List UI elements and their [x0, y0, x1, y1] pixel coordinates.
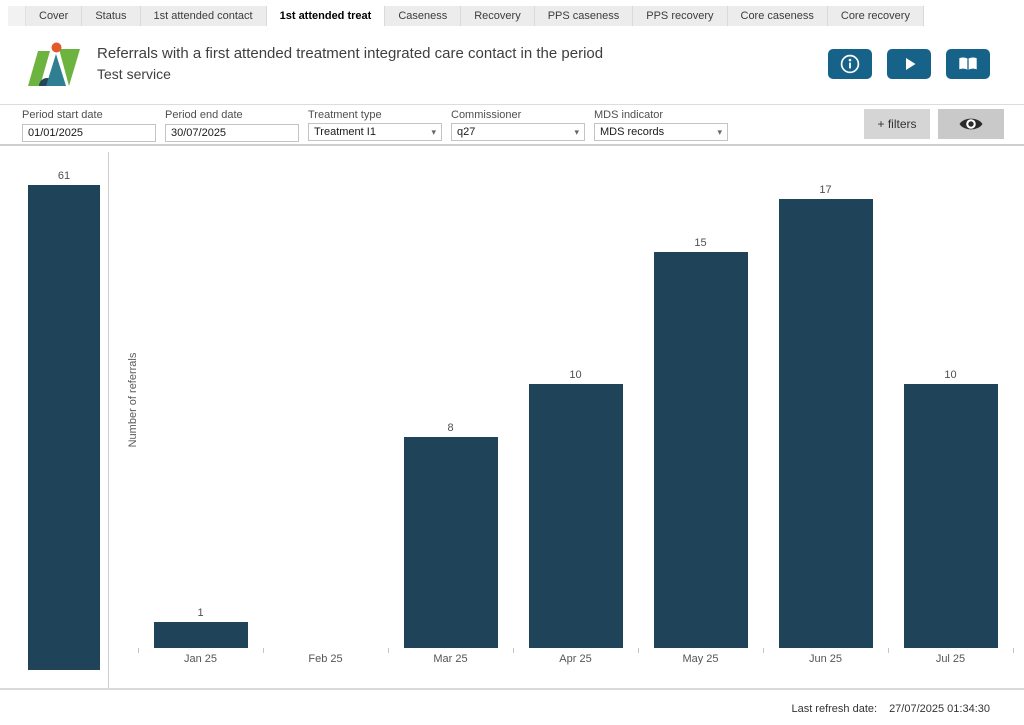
chevron-down-icon: ▾	[717, 126, 722, 137]
period-end-date-input[interactable]	[165, 124, 299, 142]
axis-tick	[263, 648, 264, 653]
tab-core-recovery[interactable]: Core recovery	[827, 6, 924, 26]
x-axis-label-feb-25: Feb 25	[308, 653, 343, 665]
chevron-down-icon: ▾	[574, 126, 579, 137]
last-refresh: Last refresh date: 27/07/2025 01:34:30	[791, 703, 990, 715]
total-referrals-bar[interactable]	[28, 185, 100, 670]
filter-field-period-end-date: Period end date	[165, 109, 299, 142]
tab-caseness[interactable]: Caseness	[385, 6, 462, 26]
chart-slot-may-25: 15	[638, 150, 763, 648]
info-icon	[840, 54, 860, 74]
x-axis-tick-row	[138, 648, 1014, 653]
y-axis-line	[108, 152, 109, 690]
last-refresh-label: Last refresh date:	[791, 703, 878, 715]
chart-slot-apr-25: 10	[513, 150, 638, 648]
filter-label: Period end date	[165, 109, 243, 121]
info-button[interactable]	[828, 49, 872, 79]
bar-apr-25[interactable]	[528, 384, 623, 648]
commissioner-select[interactable]: q27 ▾	[451, 123, 585, 141]
x-axis-label-apr-25: Apr 25	[559, 653, 592, 665]
bar-jun-25[interactable]	[778, 199, 873, 648]
play-icon	[906, 58, 916, 70]
x-axis-label-may-25: May 25	[682, 653, 719, 665]
tab-pps-recovery[interactable]: PPS recovery	[633, 6, 728, 26]
filter-bar: Period start date Period end date Treatmen…	[0, 104, 1024, 146]
axis-tick	[1013, 648, 1014, 653]
play-button[interactable]	[887, 49, 931, 79]
bar-mar-25[interactable]	[403, 437, 498, 648]
app-logo	[28, 42, 80, 86]
mds-indicator-select[interactable]: MDS records ▾	[594, 123, 728, 141]
filter-label: Period start date	[22, 109, 103, 121]
selected-value: Treatment I1	[314, 126, 376, 138]
plot-area: 1 8 10 15 17 10	[138, 150, 1013, 648]
x-axis-label-jun-25: Jun 25	[808, 653, 843, 665]
axis-tick	[138, 648, 139, 653]
selected-value: q27	[457, 126, 476, 138]
axis-tick	[513, 648, 514, 653]
bar-value-label: 17	[819, 184, 832, 196]
treatment-type-select[interactable]: Treatment I1 ▾	[308, 123, 442, 141]
selected-value: MDS records	[600, 126, 665, 138]
tab-pps-caseness[interactable]: PPS caseness	[534, 6, 634, 26]
axis-tick	[763, 648, 764, 653]
filter-field-treatment-type: Treatment type Treatment I1 ▾	[308, 109, 442, 142]
filter-field-commissioner: Commissioner q27 ▾	[451, 109, 585, 142]
chart-slot-mar-25: 8	[388, 150, 513, 648]
chevron-down-icon: ▾	[431, 126, 436, 137]
axis-tick	[388, 648, 389, 653]
visibility-button[interactable]	[938, 109, 1004, 139]
axis-tick	[888, 648, 889, 653]
filter-field-mds-indicator: MDS indicator MDS records ▾	[594, 109, 728, 142]
page-subtitle: Test service	[97, 66, 171, 82]
eye-icon	[959, 118, 983, 130]
filter-label: Commissioner	[451, 109, 522, 121]
tab-core-caseness[interactable]: Core caseness	[727, 6, 828, 26]
last-refresh-value: 27/07/2025 01:34:30	[889, 703, 990, 715]
x-axis-label-jan-25: Jan 25	[183, 653, 218, 665]
period-start-date-input[interactable]	[22, 124, 156, 142]
chart-slot-jan-25: 1	[138, 150, 263, 648]
open-book-icon	[959, 57, 977, 71]
tab-1st-attended-contact[interactable]: 1st attended contact	[140, 6, 267, 26]
total-bar-group: 61	[28, 170, 100, 670]
title-block: Referrals with a first attended treatmen…	[97, 44, 603, 85]
axis-tick	[638, 648, 639, 653]
filter-field-period-start-date: Period start date	[22, 109, 156, 142]
tab-recovery[interactable]: Recovery	[461, 6, 535, 26]
chart-slot-jul-25: 10	[888, 150, 1013, 648]
tab-bar: Cover Status 1st attended contact 1st atten…	[8, 6, 924, 26]
chart-slot-jun-25: 17	[763, 150, 888, 648]
bar-jul-25[interactable]	[903, 384, 998, 648]
page-title: Referrals with a first attended treatmen…	[97, 45, 604, 62]
bar-value-label: 10	[944, 369, 957, 381]
chart-slot-feb-25	[263, 150, 388, 648]
bottom-divider	[0, 688, 1024, 690]
bar-value-label: 10	[569, 369, 582, 381]
filter-label: Treatment type	[308, 109, 382, 121]
bar-may-25[interactable]	[653, 252, 748, 648]
x-axis-label-jul-25: Jul 25	[935, 653, 966, 665]
filter-actions: + filters	[864, 109, 1004, 139]
filter-fields: Period start date Period end date Treatmen…	[22, 109, 728, 142]
bar-value-label: 1	[197, 607, 204, 619]
bar-jan-25[interactable]	[153, 622, 248, 648]
x-axis-label-mar-25: Mar 25	[433, 653, 468, 665]
guide-button[interactable]	[946, 49, 990, 79]
header-actions	[828, 49, 990, 79]
tab-status[interactable]: Status	[82, 6, 141, 26]
add-filters-button[interactable]: + filters	[864, 109, 930, 139]
x-axis-labels: Jan 25 Feb 25 Mar 25 Apr 25 May 25 Jun 25 Jul …	[138, 653, 1013, 665]
total-bar-value-label: 61	[57, 170, 71, 182]
tab-cover[interactable]: Cover	[26, 6, 83, 26]
tab-1st-attended-treat[interactable]: 1st attended treat	[266, 6, 386, 26]
tab-scroll-spacer[interactable]	[8, 6, 26, 26]
bar-value-label: 15	[694, 237, 707, 249]
filter-label: MDS indicator	[594, 109, 664, 121]
bar-value-label: 8	[447, 422, 454, 434]
